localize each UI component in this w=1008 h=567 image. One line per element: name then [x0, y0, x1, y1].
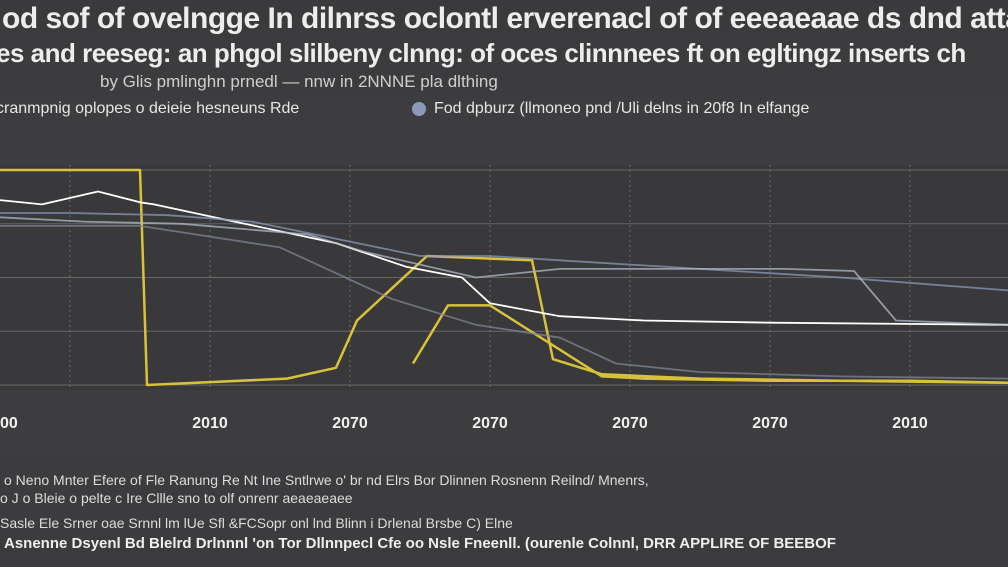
legend: cranmpnig oplopes o deieie hesneuns Rde … — [0, 100, 1008, 126]
chart-title-line-2: es and reeseg: an phgol slilbeny clnng: … — [0, 38, 966, 68]
legend-item-2: Fod dpburz (llmoneo pnd /Uli delns in 20… — [412, 100, 809, 118]
x-tick-label-6: 2070 — [752, 415, 788, 432]
footnote-line-3: Sasle Ele Srner oae Srnnl lm lUe Sfl &FC… — [0, 515, 513, 531]
series-line-6 — [0, 225, 1008, 380]
chart-title-line-1: od sof of ovelngge In dilnrss oclontl er… — [2, 2, 1008, 35]
x-tick-label-4: 2070 — [472, 415, 508, 432]
x-tick-label-1: 2000 — [0, 415, 18, 432]
footnote-line-4: Asnenne Dsyenl Bd Blelrd Drlnnnl 'on Tor… — [4, 535, 836, 552]
legend-label-2: Fod dpburz (llmoneo pnd /Uli delns in 20… — [434, 100, 810, 117]
series-line-4 — [0, 212, 1008, 292]
line-chart: 2000 2010 2070 2070 2070 2070 2010 — [0, 165, 1008, 432]
legend-swatch-2 — [412, 102, 426, 116]
chart-subtitle: by Glis pmlinghn prnedl — nnw in 2NNNE p… — [100, 72, 498, 91]
series-line-2 — [411, 304, 1008, 385]
legend-label-1: cranmpnig oplopes o deieie hesneuns Rde — [0, 100, 300, 117]
x-tick-label-2: 2010 — [192, 415, 228, 432]
x-tick-label-7: 2010 — [892, 415, 928, 432]
x-tick-label-3: 2070 — [332, 415, 368, 432]
footnote-line-1: o Neno Mnter Efere of Fle Ranung Re Nt I… — [4, 472, 649, 488]
footnote-line-2: o J o Bleie o pelte c Ire Cllle sno to o… — [0, 490, 353, 506]
legend-item-1: cranmpnig oplopes o deieie hesneuns Rde — [0, 100, 299, 118]
series-line-5 — [0, 216, 1008, 326]
series-line-3 — [0, 190, 1008, 326]
x-tick-label-5: 2070 — [612, 415, 648, 432]
